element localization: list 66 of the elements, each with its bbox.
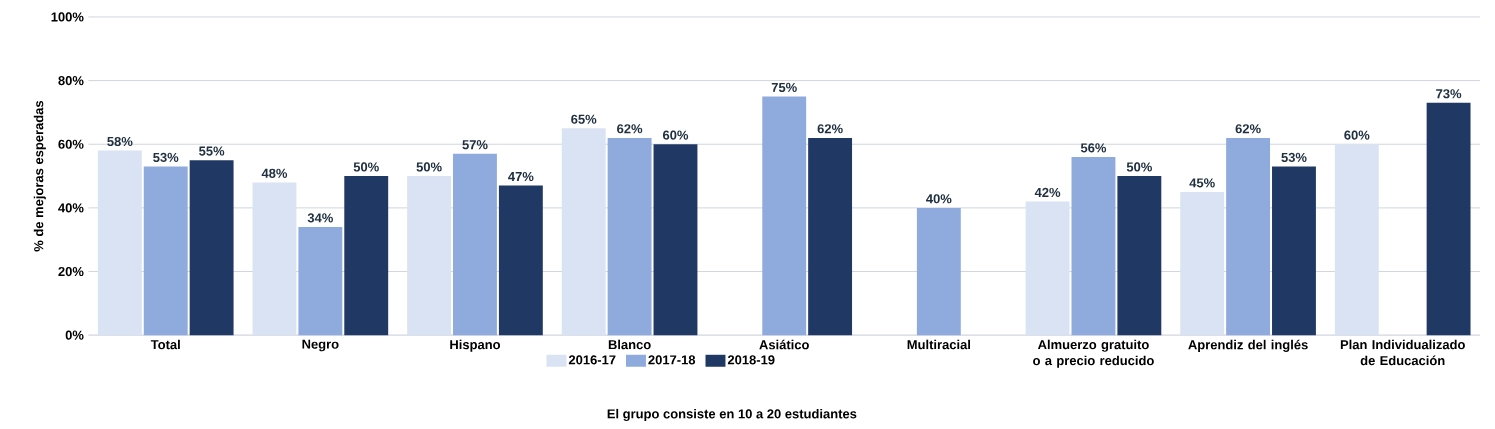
data-label: 42% <box>1034 187 1061 198</box>
bar <box>298 227 343 336</box>
bar <box>453 153 497 336</box>
bar <box>1025 201 1070 336</box>
data-label: 73% <box>1436 89 1462 99</box>
y-tick-label: 60% <box>58 139 84 149</box>
bar <box>1272 166 1316 336</box>
data-label: 62% <box>617 124 643 134</box>
bar <box>143 166 188 336</box>
y-tick-label: 100% <box>51 12 84 22</box>
x-tick-label: Almuerzo gratuito o a precio reducido <box>1033 339 1154 368</box>
bar <box>808 137 853 336</box>
data-label: 58% <box>107 136 133 147</box>
y-tick-label: 0% <box>65 330 84 340</box>
bar <box>1334 144 1379 336</box>
x-tick-label: Aprendiz del inglés <box>1188 339 1308 352</box>
x-tick-label: Asiático <box>759 339 809 350</box>
bar <box>97 150 142 336</box>
data-label: 62% <box>817 124 843 134</box>
bar <box>407 176 452 336</box>
bar <box>1071 156 1116 336</box>
data-label: 57% <box>462 140 488 150</box>
bar <box>1226 137 1271 336</box>
x-tick-label: Total <box>150 339 180 350</box>
data-label: 50% <box>353 162 379 172</box>
bar <box>653 144 698 336</box>
data-label: 34% <box>307 213 333 223</box>
data-label: 50% <box>1126 162 1152 172</box>
y-axis-title: % de mejoras esperadas <box>33 100 46 252</box>
data-label: 75% <box>771 82 797 92</box>
bar <box>252 182 297 336</box>
bar <box>607 137 652 336</box>
bar <box>561 128 606 336</box>
legend-label: 2017-18 <box>648 355 696 365</box>
bar <box>344 176 389 336</box>
data-label: 45% <box>1189 178 1215 188</box>
data-label: 60% <box>1344 130 1370 140</box>
x-tick-label: Plan Individualizado de Educación <box>1340 339 1465 366</box>
bar <box>1180 192 1225 336</box>
data-label: 62% <box>1235 124 1261 134</box>
bar <box>916 207 961 336</box>
x-tick-label: Negro <box>302 339 339 352</box>
x-tick-label: Multiracial <box>907 339 970 350</box>
data-label: 47% <box>508 171 534 182</box>
legend-label: 2018-19 <box>727 355 775 365</box>
data-label: 50% <box>416 162 442 172</box>
data-label: 56% <box>1080 143 1107 153</box>
bar <box>762 96 807 336</box>
bar <box>1426 102 1471 336</box>
bar <box>1117 176 1162 336</box>
data-label: 53% <box>153 152 179 163</box>
bar <box>498 185 543 336</box>
text: El grupo consiste en 10 a 20 estudiantes <box>607 408 857 422</box>
data-label: 55% <box>199 146 225 156</box>
x-tick-label: Blanco <box>608 339 651 350</box>
data-label: 65% <box>571 114 597 124</box>
bar <box>189 160 234 336</box>
y-tick-label: 20% <box>58 266 84 277</box>
data-label: 40% <box>926 194 952 204</box>
y-tick-label: 40% <box>58 203 84 213</box>
x-tick-label: Hispano <box>450 339 501 352</box>
y-tick-label: 80% <box>58 76 84 86</box>
data-label: 53% <box>1281 152 1307 163</box>
legend-label: 2016-17 <box>568 355 616 365</box>
data-label: 60% <box>662 130 689 140</box>
data-label: 48% <box>261 168 288 178</box>
